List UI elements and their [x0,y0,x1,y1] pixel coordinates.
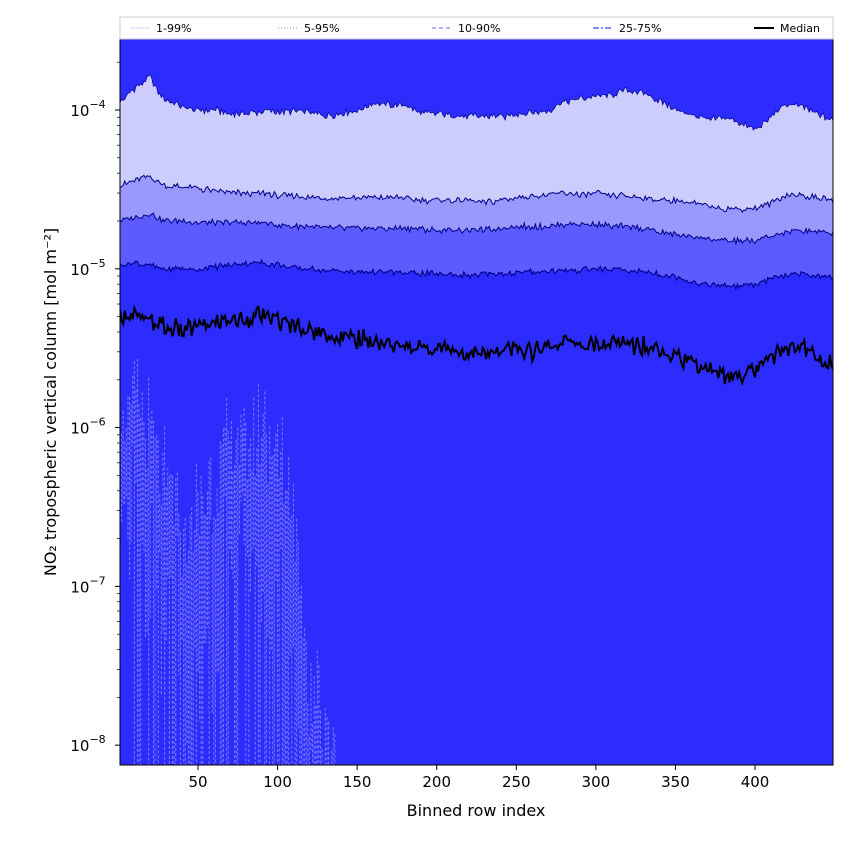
y-axis: 10−8 10−7 10−6 10−5 10−4 [70,61,120,755]
x-axis: 50 100 150 200 250 300 350 400 [188,765,769,791]
x-tick-label: 300 [582,773,611,791]
x-tick-label: 350 [661,773,690,791]
y-tick-label: 10−6 [70,416,105,438]
band-1-99-edge [120,74,833,131]
y-tick-label: 10−7 [70,574,105,596]
x-tick-label: 400 [741,773,770,791]
plot-area [120,39,833,765]
band-5-95-edge [120,174,833,213]
band-25-75-upper-edge [120,258,833,291]
legend-label: 10-90% [458,22,500,35]
legend-label: 1-99% [156,22,191,35]
band-10-90-edge [120,212,833,246]
x-tick-label: 150 [343,773,372,791]
legend: 1-99% 5-95% 10-90% 25-75% Median [119,16,834,40]
y-tick-label: 10−5 [70,257,105,279]
y-tick-label: 10−4 [70,98,105,120]
legend-label: Median [780,22,820,35]
legend-label: 25-75% [619,22,661,35]
x-axis-label: Binned row index [407,801,546,820]
x-tick-label: 50 [188,773,207,791]
x-tick-label: 200 [422,773,451,791]
legend-label: 5-95% [304,22,339,35]
y-tick-label: 10−8 [70,733,105,755]
x-tick-label: 250 [502,773,531,791]
x-tick-label: 100 [263,773,292,791]
legend-box [119,16,834,40]
median-line [120,304,833,387]
y-axis-label: NO₂ tropospheric vertical column [mol m⁻… [41,228,60,576]
